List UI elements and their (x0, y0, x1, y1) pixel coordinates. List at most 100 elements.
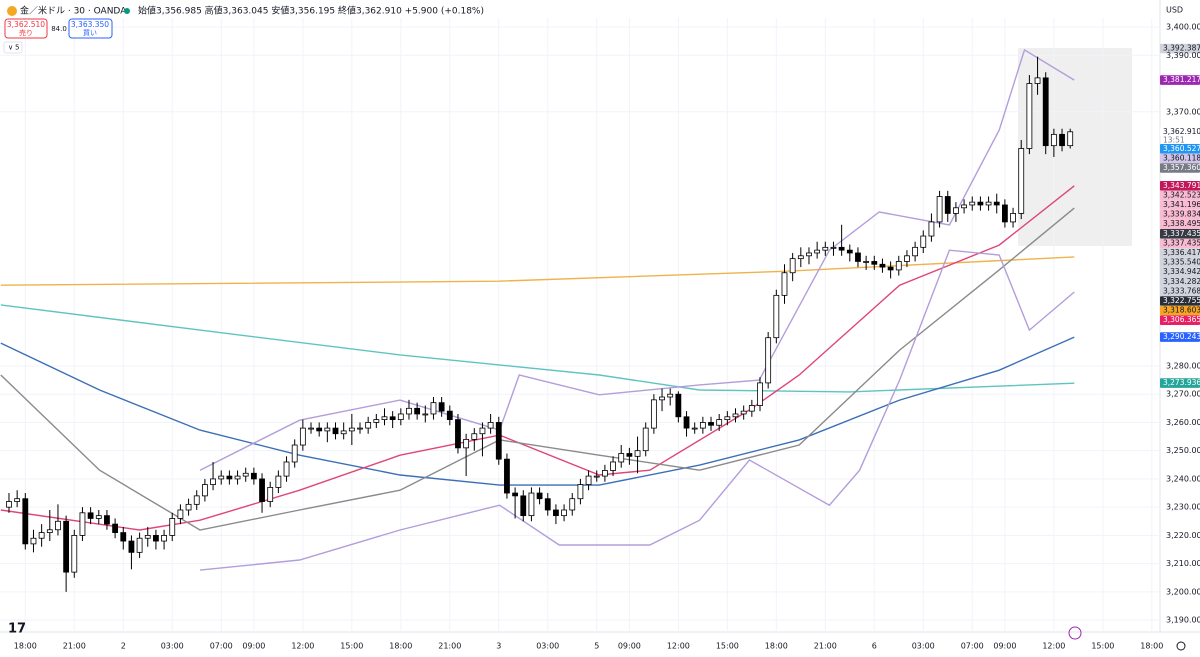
candle-body (536, 492, 543, 500)
price-label: 3,335.540 (1163, 258, 1200, 267)
x-tick-label: 07:00 (210, 642, 233, 651)
candle-body (373, 419, 380, 423)
price-label: 3,337.435 (1163, 238, 1200, 247)
price-label-bg (1160, 163, 1200, 173)
y-tick-label: 3,220.000 (1166, 531, 1200, 540)
candle-body (708, 422, 714, 426)
alert-icon[interactable] (1068, 626, 1082, 640)
candle-body (46, 529, 53, 533)
price-label: 3,341.196 (1163, 200, 1200, 209)
candle-body (724, 416, 731, 421)
candle-body (104, 515, 110, 525)
sell-label[interactable]: 売り (19, 28, 33, 37)
price-label-bg (1160, 200, 1200, 210)
x-tick-label: 2 (121, 642, 126, 651)
candle-body (569, 498, 576, 511)
price-label-bg (1160, 305, 1200, 316)
candle-body (169, 518, 176, 536)
sell-price[interactable]: 3,362.510 (7, 20, 45, 29)
candle-body (299, 427, 306, 446)
indicator-line (0, 304, 1075, 393)
candle-body (259, 478, 265, 502)
candle-body (487, 422, 494, 429)
candle-body (87, 512, 94, 519)
price-label-bg (1160, 238, 1200, 249)
x-tick-label: 12:00 (1042, 642, 1065, 651)
candle-body (1042, 77, 1049, 147)
candle-body (993, 201, 1000, 206)
candle-body (969, 201, 976, 206)
settings-icon[interactable] (1176, 641, 1186, 651)
buy-button[interactable] (68, 18, 113, 39)
logo: 17 (8, 622, 26, 637)
x-tick-label: 12:00 (291, 642, 314, 651)
spread: 84.0 (51, 25, 67, 33)
candle-body (14, 498, 21, 502)
candle-body (177, 509, 184, 519)
candle-body (422, 413, 429, 416)
candle-body (520, 495, 527, 517)
candle-body (357, 427, 363, 430)
candle-body (226, 475, 233, 480)
candle-body (95, 515, 102, 519)
candle-body (153, 535, 159, 542)
price-label: 3,333.768 (1163, 286, 1200, 295)
market-status (124, 8, 130, 14)
price-label-bg (1160, 332, 1200, 342)
price-label-bg (1160, 180, 1200, 191)
candle-body (667, 393, 674, 398)
candle-body (887, 266, 894, 271)
symbol: 金／米ドル · 30 · OANDA (20, 5, 127, 17)
currency: USD (1166, 6, 1183, 15)
sell-button[interactable] (4, 18, 48, 39)
candle-body (985, 201, 992, 206)
candle-body (691, 427, 698, 430)
candle-body (6, 501, 12, 508)
indicator-count[interactable]: 5 (15, 44, 19, 52)
candle-body (904, 255, 910, 262)
buy-price[interactable]: 3,363.350 (71, 20, 109, 29)
ohlc: 始値3,356.985 高値3,363.045 安値3,356.195 終値3,… (138, 5, 484, 17)
indicator-toggle[interactable] (3, 41, 23, 54)
candle-body (642, 427, 649, 452)
candle-body (748, 405, 755, 412)
x-tick-label: 07:00 (961, 642, 984, 651)
candle-body (757, 382, 763, 406)
candle-body (863, 261, 870, 263)
buy-label[interactable]: 買い (83, 29, 97, 37)
candle-body (1050, 133, 1057, 147)
x-tick-label: 03:00 (912, 642, 935, 651)
price-label-bg (1160, 126, 1200, 137)
candle-body (185, 503, 192, 511)
candle-body (161, 535, 167, 542)
candle-body (234, 475, 241, 480)
candle-body (601, 470, 608, 477)
price-label: 3,342.523 (1163, 190, 1200, 199)
y-tick-label: 3,190.000 (1166, 616, 1200, 625)
price-label: 3,362.910 (1163, 127, 1200, 136)
y-tick-label: 3,390.000 (1166, 51, 1200, 60)
candle-body (144, 535, 151, 539)
indicator-arrow[interactable]: ∨ (8, 44, 13, 52)
price-label: 3,360.118 (1163, 153, 1200, 162)
candle-body (283, 461, 290, 477)
price-label-bg (1160, 276, 1200, 287)
candle-body (63, 520, 70, 573)
candle-body (634, 450, 641, 457)
candle-body (455, 419, 461, 449)
candle-body (120, 532, 127, 542)
candle-body (838, 246, 845, 251)
candle-body (112, 523, 119, 533)
candle-body (920, 235, 927, 248)
candle-body (128, 540, 135, 553)
plot-area (0, 18, 1160, 632)
candle-body (830, 246, 837, 249)
candle-body (561, 509, 567, 517)
x-tick-label: 3 (496, 642, 501, 651)
x-tick-label: 12:00 (667, 642, 690, 651)
x-tick-label: 18:00 (765, 642, 788, 651)
price-label-bg (1160, 219, 1200, 229)
candle-body (275, 475, 282, 488)
candle-body (553, 509, 559, 517)
